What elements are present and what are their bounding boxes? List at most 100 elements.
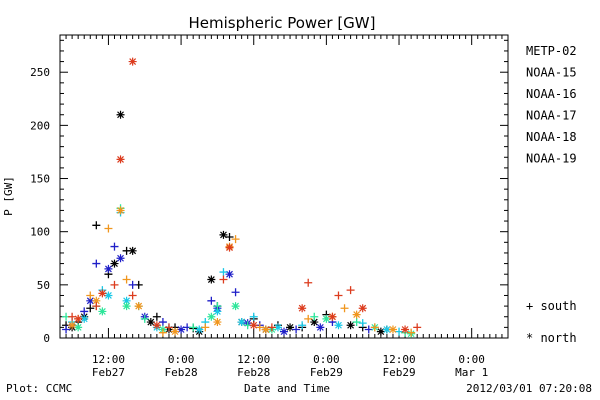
south-point (413, 323, 422, 332)
asterisk-marker (219, 230, 228, 239)
south-point (213, 302, 222, 311)
north-point (207, 275, 216, 284)
legend-entry: NOAA-19 (526, 152, 577, 166)
asterisk-marker (86, 296, 95, 305)
north-point (388, 325, 397, 334)
footer-credit: Plot: CCMC (6, 382, 72, 395)
south-point (370, 323, 379, 332)
south-point (249, 312, 258, 321)
x-tick-date-label: Feb28 (165, 366, 198, 379)
plus-marker (267, 323, 276, 332)
north-point (116, 254, 125, 263)
north-point (152, 321, 161, 330)
north-point (116, 206, 125, 215)
plus-marker (62, 325, 71, 334)
south-point (86, 304, 95, 313)
south-point (92, 259, 101, 268)
asterisk-marker (213, 318, 222, 327)
asterisk-marker (98, 289, 107, 298)
plus-marker (86, 291, 95, 300)
asterisk-marker (298, 304, 307, 313)
asterisk-marker (388, 325, 397, 334)
y-tick-label: 0 (43, 332, 50, 345)
asterisk-marker (376, 327, 385, 336)
plus-marker (158, 318, 167, 327)
plus-marker (92, 259, 101, 268)
south-point (207, 296, 216, 305)
asterisk-marker (122, 296, 131, 305)
north-point (98, 307, 107, 316)
asterisk-marker (104, 264, 113, 273)
y-tick-label: 150 (30, 173, 50, 186)
footer-timestamp: 2012/03/01 07:20:08 (466, 382, 592, 395)
plus-marker (358, 319, 367, 328)
north-point (207, 312, 216, 321)
north-point (280, 327, 288, 336)
north-point (382, 325, 391, 334)
south-point (334, 291, 343, 300)
south-point (140, 314, 149, 323)
south-point (310, 312, 319, 321)
asterisk-marker (249, 321, 258, 330)
x-tick-date-label: Feb29 (382, 366, 415, 379)
asterisk-marker (195, 325, 204, 334)
north-point (177, 325, 186, 334)
plus-marker (370, 323, 379, 332)
plus-marker (346, 286, 355, 295)
south-point (201, 323, 210, 332)
north-point (225, 270, 234, 279)
asterisk-marker (116, 155, 125, 164)
plus-marker (395, 327, 404, 336)
plus-marker (219, 275, 228, 284)
south-point (128, 291, 137, 300)
south-point (352, 318, 361, 327)
plus-marker (298, 321, 307, 330)
y-axis: 0 50 100 150 200 250 (30, 39, 508, 345)
plus-marker (219, 268, 228, 277)
plus-marker (128, 291, 137, 300)
plus-marker (413, 323, 422, 332)
asterisk-marker (273, 323, 282, 332)
plus-marker (86, 304, 95, 313)
asterisk-marker (80, 314, 89, 323)
asterisk-marker (207, 275, 216, 284)
asterisk-marker (352, 310, 361, 319)
asterisk-marker (213, 307, 222, 316)
north-point (261, 325, 270, 334)
north-point (110, 259, 119, 268)
south-point (164, 323, 173, 332)
plus-marker (364, 325, 373, 334)
plus-marker (201, 323, 210, 332)
north-point (80, 314, 89, 323)
north-point (171, 327, 180, 336)
plus-marker (334, 291, 343, 300)
south-point (110, 280, 119, 289)
north-point (231, 302, 240, 311)
asterisk-marker (128, 57, 137, 66)
x-tick-date-label: Feb28 (237, 366, 270, 379)
asterisk-marker (328, 312, 337, 321)
asterisk-marker (116, 110, 125, 119)
legend-south: + south (526, 299, 577, 313)
north-point (225, 243, 234, 252)
y-axis-label: P [GW] (2, 176, 15, 216)
asterisk-marker (98, 307, 107, 316)
legend-entry: NOAA-16 (526, 87, 577, 101)
x-tick-date-label: Mar 1 (455, 366, 488, 379)
legend: METP-02 NOAA-15 NOAA-16 NOAA-17 NOAA-18 NOAA-… (526, 44, 577, 166)
asterisk-marker (286, 323, 295, 332)
legend-entry: NOAA-18 (526, 130, 577, 144)
north-point (74, 323, 83, 332)
y-tick-label: 100 (30, 226, 50, 239)
south-point (255, 323, 264, 332)
south-point (346, 286, 355, 295)
south-point (304, 278, 313, 287)
south-point (219, 275, 228, 284)
north-point (68, 321, 77, 330)
x-tick-label: 12:00 (382, 353, 415, 366)
south-point (358, 319, 367, 328)
asterisk-marker (346, 321, 355, 330)
y-tick-label: 200 (30, 119, 50, 132)
y-tick-label: 50 (37, 279, 50, 292)
asterisk-marker (152, 321, 161, 330)
